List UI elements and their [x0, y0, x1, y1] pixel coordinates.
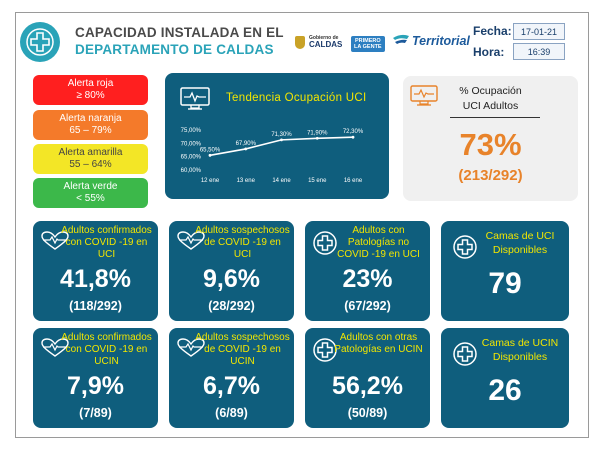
alert-roja: Alerta roja ≥ 80% — [33, 75, 148, 105]
data-label: 72,30% — [343, 129, 364, 135]
card-label: Camas de UCIN Disponibles — [481, 337, 559, 363]
y-tick-label: 75,00% — [181, 128, 202, 134]
trend-chart: 75,00% 70,00% 65,00% 60,00% 12 ene 13 ene 14 e… — [181, 128, 364, 184]
medical-cross-icon — [313, 338, 337, 367]
card-value: 6,7% — [203, 372, 260, 400]
hora-label: Hora: — [473, 45, 505, 59]
fecha-value: 17-01-21 — [513, 23, 565, 40]
medical-cross-icon — [313, 231, 337, 260]
hora-value: 16:39 — [513, 43, 565, 60]
data-label: 65,50% — [200, 147, 221, 153]
gobierno-caldas-logo: Gobierno de CALDAS — [295, 35, 342, 49]
card-fraction: (118/292) — [69, 299, 122, 313]
indicator-card — [33, 221, 158, 321]
heart-pulse-icon — [177, 231, 205, 256]
fecha-label: Fecha: — [473, 24, 512, 38]
occupancy-panel — [403, 76, 578, 201]
indicator-card — [33, 328, 158, 428]
card-value: 7,9% — [67, 372, 124, 400]
x-tick-label: 14 ene — [272, 178, 291, 184]
trend-chart-panel — [165, 73, 389, 199]
card-fraction: (6/89) — [215, 406, 248, 420]
card-label: Adultos con otras Patologías en UCIN — [334, 332, 423, 355]
alert-range: 65 – 79% — [69, 125, 112, 136]
card-fraction: (28/292) — [208, 299, 255, 313]
card-label: Adultos confirmados con COVID -19 en UCI… — [61, 332, 152, 367]
occupancy-label-1: % Ocupación — [459, 85, 522, 97]
alert-name: Alerta roja — [67, 78, 114, 89]
primero-la-gente-logo: PRIMERO LA GENTE — [351, 36, 385, 52]
title-line-1: CAPACIDAD INSTALADA EN EL — [75, 25, 284, 40]
data-label: 71,90% — [307, 130, 328, 136]
occupancy-label-2: UCI Adultos — [462, 100, 519, 112]
x-tick-label: 12 ene — [201, 178, 220, 184]
x-tick-label: 16 ene — [344, 178, 363, 184]
indicator-card — [441, 221, 569, 321]
card-fraction: (7/89) — [79, 406, 112, 420]
logo-primero-line1: PRIMERO — [354, 38, 381, 44]
card-value: 41,8% — [60, 265, 131, 293]
card-label: Adultos sospechosos de COVID -19 en UCIN — [195, 332, 290, 367]
y-tick-label: 70,00% — [181, 141, 202, 147]
data-point — [244, 147, 248, 151]
data-label: 71,30% — [271, 132, 292, 138]
monitor-icon — [180, 87, 210, 110]
indicator-card — [305, 328, 430, 428]
logo-primero-line2: LA GENTE — [354, 44, 382, 50]
page-title: CAPACIDAD INSTALADA EN EL DEPARTAMENTO D… — [75, 24, 284, 58]
monitor-icon — [410, 85, 438, 106]
heart-pulse-icon — [177, 338, 205, 363]
data-label: 67,90% — [236, 141, 257, 147]
dashboard-frame — [15, 12, 589, 438]
heart-pulse-icon — [41, 231, 69, 256]
alert-range: < 55% — [76, 193, 105, 204]
indicator-card — [305, 221, 430, 321]
indicator-card — [169, 328, 294, 428]
logo-gobierno-line1: Gobierno de — [309, 35, 339, 41]
alert-amarilla: Alerta amarilla 55 – 64% — [33, 144, 148, 174]
medical-cross-icon — [20, 22, 60, 62]
card-value: 9,6% — [203, 265, 260, 293]
alert-range: 55 – 64% — [69, 159, 112, 170]
alert-range: ≥ 80% — [76, 90, 105, 101]
card-fraction: (50/89) — [347, 406, 388, 420]
title-line-2: DEPARTAMENTO DE CALDAS — [75, 42, 274, 57]
territorial-logo: Territorial — [392, 34, 470, 48]
occupancy-fraction: (213/292) — [458, 167, 523, 184]
y-tick-label: 65,00% — [181, 155, 202, 161]
alert-name: Alerta amarilla — [58, 147, 123, 158]
occupancy-percent: 73% — [459, 127, 522, 162]
card-value: 79 — [488, 267, 522, 300]
alert-name: Alerta verde — [63, 181, 118, 192]
territorial-mark-icon — [393, 34, 409, 44]
alert-name: Alerta naranja — [59, 113, 122, 124]
card-label: Adultos con Patologías no COVID -19 en U… — [337, 225, 420, 260]
x-tick-label: 13 ene — [237, 178, 256, 184]
medical-cross-icon — [453, 342, 477, 371]
shield-icon — [295, 35, 305, 49]
alert-naranja: Alerta naranja 65 – 79% — [33, 110, 148, 140]
card-value: 23% — [342, 265, 393, 293]
indicator-card — [169, 221, 294, 321]
card-value: 26 — [488, 374, 522, 407]
heart-pulse-icon — [41, 338, 69, 363]
medical-cross-icon — [453, 235, 477, 264]
chart-title: Tendencia Ocupación UCI — [226, 92, 367, 104]
card-value: 56,2% — [332, 372, 403, 400]
data-point — [351, 135, 355, 139]
card-label: Camas de UCI Disponibles — [485, 230, 555, 256]
divider — [450, 117, 540, 118]
logo-territorial-text: Territorial — [412, 34, 470, 48]
card-label: Adultos confirmados con COVID -19 en UCI — [61, 225, 152, 260]
data-point — [208, 153, 212, 157]
data-point — [315, 136, 319, 140]
logo-gobierno-line2: CALDAS — [309, 40, 343, 49]
alert-verde: Alerta verde < 55% — [33, 178, 148, 208]
indicator-card — [441, 328, 569, 428]
card-fraction: (67/292) — [344, 299, 391, 313]
data-point — [280, 138, 283, 142]
x-tick-label: 15 ene — [308, 178, 327, 184]
card-label: Adultos sospechosos de COVID -19 en UCI — [195, 225, 290, 260]
y-tick-label: 60,00% — [181, 168, 202, 174]
